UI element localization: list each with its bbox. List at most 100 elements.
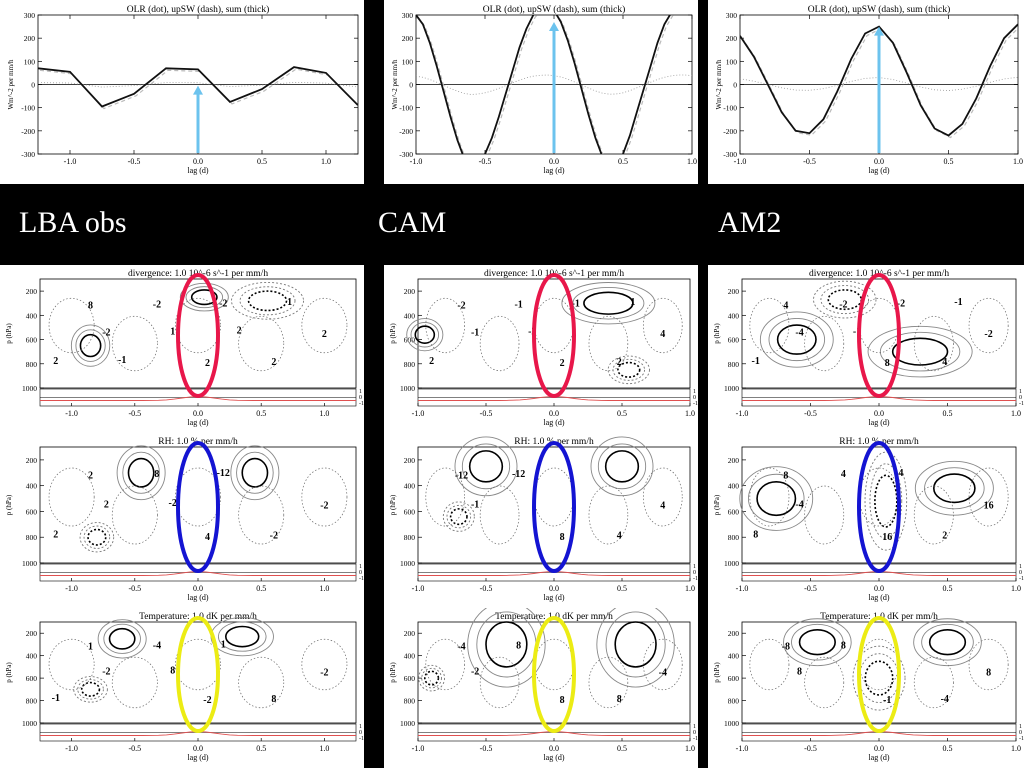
strip-tick-label: 1 [359,724,362,730]
contour-line [247,290,288,312]
y-tick-label: 200 [26,287,38,296]
plot-frame [39,446,357,564]
y-axis-label: p (hPa) [713,494,721,515]
contour-label: -4 [941,694,949,705]
x-axis-label: lag (d) [187,166,208,175]
x-tick-label: 0.5 [943,744,953,753]
contour-line [239,286,296,316]
lag-zero-highlight-ellipse [176,616,220,733]
contour-line-dotted [301,467,348,527]
x-tick-label: -1.0 [736,584,749,593]
contour-label: 8 [753,529,758,540]
x-tick-label: -0.5 [804,744,817,753]
contour-label: -1 [883,695,891,706]
contour-line [83,525,111,549]
strip-tick-label: 0 [693,570,696,576]
contour-line [179,282,229,312]
contour-line [604,450,640,483]
lag-zero-arrow-head [874,26,884,36]
strip-tick-label: 1 [359,564,362,570]
y-tick-label: 200 [404,287,416,296]
div-panel-cam: divergence: 1.0 10^-6 s^-1 per mm/h 200 40… [384,265,698,433]
y-tick-label: 100 [402,57,414,66]
x-tick-label: 0.5 [256,584,266,593]
contour-line-dotted [913,485,954,545]
label-cam: CAM [378,206,447,239]
y-tick-label: 600 [728,336,740,345]
x-tick-label: -1.0 [736,409,749,418]
contour-label: -12 [512,469,525,480]
contour-label: 2 [104,499,109,510]
contour-label: -4 [153,640,161,651]
y-tick-label: 0 [409,81,413,90]
contour-line-dotted [968,467,1009,527]
y-tick-label: 200 [728,629,740,638]
y-tick-label: 1000 [400,559,415,568]
x-tick-label: 0.0 [549,584,559,593]
y-tick-label: 800 [26,360,38,369]
contour-label: -1 [572,298,580,309]
plot-frame [39,278,357,389]
contour-line-dotted [425,297,465,354]
lag-zero-highlight-ellipse [532,273,576,398]
contour-line-dotted [301,638,348,691]
x-tick-label: -1.0 [736,744,749,753]
contour-label: 1 [88,641,93,652]
x-axis-label: lag (d) [868,593,889,602]
contour-line-dotted [175,297,221,354]
rh-panel-am2: RH: 1.0 % per mm/h 200 400 600 800 1000 p (hPa… [708,433,1024,608]
y-axis-label: p (hPa) [389,662,397,683]
x-tick-label: 0.5 [617,744,627,753]
x-tick-label: -1.0 [410,157,423,166]
contour-line [791,623,844,661]
x-tick-label: 0.0 [874,409,884,418]
contour-line [70,324,111,367]
contour-line-dotted [859,467,899,527]
plot-frame [417,446,691,564]
contour-line [776,324,817,355]
y-tick-label: 400 [728,482,740,491]
contour-label: -1 [118,355,126,366]
contour-label: 4 [841,469,846,480]
contour-label: 8 [271,694,276,705]
y-tick-label: 300 [726,11,738,20]
lag-zero-highlight-ellipse [532,616,576,733]
strip-tick-label: -1 [1019,736,1024,742]
contour-label: 2 [88,470,93,481]
contour-label: -2 [839,299,847,310]
contour-label: 16 [882,532,892,543]
contour-label: 1 [630,297,635,308]
contour-label: -1 [52,693,60,704]
y-tick-label: 400 [728,311,740,320]
x-tick-label: -0.5 [804,409,817,418]
contour-label: -2 [102,328,110,339]
contour-line [410,321,440,348]
contour-label: -12 [217,468,230,479]
contour-label: -1 [752,356,760,367]
y-tick-label: 0 [733,81,737,90]
contour-line [73,676,108,703]
chart-title: OLR (dot), upSW (dash), sum (thick) [483,4,626,15]
lag-zero-arrow-head [193,85,203,95]
contour-line-dotted [48,467,95,527]
strip-tick-label: 0 [359,395,362,401]
strip-tick-label: -1 [1019,576,1024,582]
y-tick-label: 200 [728,287,740,296]
x-tick-label: 1.0 [685,584,695,593]
y-tick-label: 200 [404,456,416,465]
contour-line-dotted [425,467,465,527]
x-axis-label: lag (d) [543,753,564,762]
contour-line-dotted [804,315,845,372]
contour-line [406,318,444,352]
contour-label: -2 [897,298,905,309]
contour-label: -1 [471,328,479,339]
x-tick-label: 0.0 [193,744,203,753]
x-tick-label: 0.5 [257,157,267,166]
y-tick-label: 600 [26,336,38,345]
y-tick-label: -200 [723,127,737,136]
contour-line-dotted [479,485,520,545]
x-tick-label: 0.0 [193,157,203,166]
strip-tick-label: 1 [693,389,696,395]
contour-line [798,629,836,656]
contour-line [241,457,269,488]
